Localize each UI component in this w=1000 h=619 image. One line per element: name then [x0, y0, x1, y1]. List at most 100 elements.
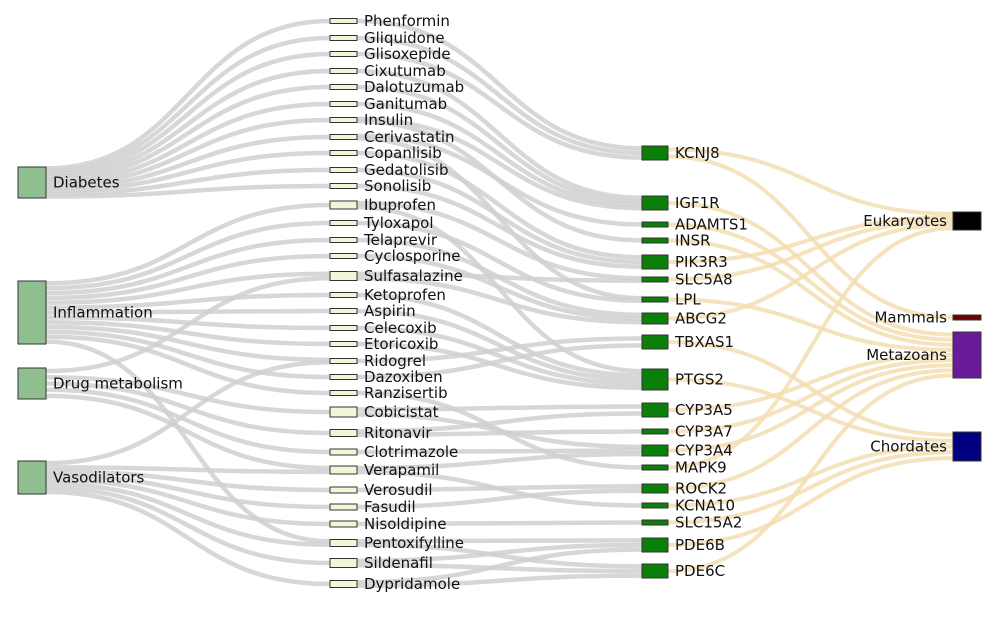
link-diabetes-insulin[interactable]: [45, 117, 331, 188]
link-cixutumab-igf1r[interactable]: [356, 68, 643, 200]
link-vasodilators-sildenafil[interactable]: [45, 485, 331, 566]
node-lpl[interactable]: LPL: [641, 291, 701, 309]
node-cyp3a7[interactable]: CYP3A7: [641, 423, 733, 441]
node-mammals[interactable]: Mammals: [874, 309, 982, 327]
node-nisoldipine[interactable]: Nisoldipine: [329, 515, 447, 533]
node-vasodilators[interactable]: Vasodilators: [17, 460, 145, 495]
link-gliquidone-kcnj8[interactable]: [356, 35, 643, 156]
link-abcg2-eukaryotes[interactable]: [667, 222, 954, 321]
node-tyloxapol[interactable]: Tyloxapol: [329, 214, 434, 232]
node-bar-pde6c[interactable]: [641, 563, 669, 579]
node-igf1r[interactable]: IGF1R: [641, 194, 720, 212]
link-slc5a8-eukaryotes[interactable]: [667, 219, 954, 282]
node-bar-copanlisib[interactable]: [329, 150, 358, 156]
link-diabetes-cerivastatin[interactable]: [45, 134, 331, 191]
node-ibuprofen[interactable]: Ibuprofen: [329, 196, 436, 214]
link-ibuprofen-slc5a8[interactable]: [356, 200, 643, 281]
link-drug-metabolism-ritonavir[interactable]: [45, 381, 331, 436]
node-celecoxib[interactable]: Celecoxib: [329, 319, 437, 337]
node-inflammation[interactable]: Inflammation: [17, 280, 153, 345]
link-verosudil-rock2[interactable]: [356, 484, 643, 493]
node-bar-pentoxifylline[interactable]: [329, 539, 358, 547]
link-inflammation-telaprevir[interactable]: [45, 237, 331, 296]
link-drug-metabolism-clotrimazole[interactable]: [45, 387, 331, 455]
node-bar-ketoprofen[interactable]: [329, 292, 358, 298]
link-ritonavir-cyp3a5[interactable]: [356, 411, 643, 434]
node-bar-fasudil[interactable]: [329, 503, 358, 511]
node-cyp3a4[interactable]: CYP3A4: [641, 442, 733, 460]
node-chordates[interactable]: Chordates: [870, 431, 982, 462]
node-adamts1[interactable]: ADAMTS1: [641, 216, 748, 234]
node-metazoans[interactable]: Metazoans: [866, 331, 982, 379]
node-bar-cixutumab[interactable]: [329, 68, 358, 74]
node-dazoxiben[interactable]: Dazoxiben: [329, 368, 443, 386]
node-bar-dalotuzumab[interactable]: [329, 84, 358, 90]
node-bar-lpl[interactable]: [641, 296, 669, 303]
node-bar-kcnj8[interactable]: [641, 145, 669, 161]
link-vasodilators-pentoxifylline[interactable]: [45, 481, 331, 547]
node-bar-aspirin[interactable]: [329, 308, 358, 314]
node-bar-phenformin[interactable]: [329, 18, 358, 24]
node-dypridamole[interactable]: Dypridamole: [329, 575, 460, 593]
node-kcnj8[interactable]: KCNJ8: [641, 144, 720, 162]
node-bar-metazoans[interactable]: [952, 331, 982, 379]
link-inflammation-ridogrel[interactable]: [45, 324, 331, 362]
node-bar-cyp3a4[interactable]: [641, 444, 669, 457]
node-bar-tyloxapol[interactable]: [329, 220, 358, 226]
link-nisoldipine-slc15a2[interactable]: [356, 520, 643, 527]
node-bar-slc15a2[interactable]: [641, 519, 669, 526]
node-dalotuzumab[interactable]: Dalotuzumab: [329, 78, 464, 96]
link-inflammation-ketoprofen[interactable]: [45, 292, 331, 310]
node-abcg2[interactable]: ABCG2: [641, 310, 727, 328]
link-inflammation-tyloxapol[interactable]: [45, 220, 331, 291]
link-dazoxiben-tbxas1[interactable]: [356, 343, 643, 380]
node-bar-insulin[interactable]: [329, 117, 358, 123]
node-bar-telaprevir[interactable]: [329, 237, 358, 243]
link-diabetes-sonolisib[interactable]: [45, 183, 331, 199]
node-bar-ganitumab[interactable]: [329, 101, 358, 107]
node-bar-sonolisib[interactable]: [329, 183, 358, 189]
node-fasudil[interactable]: Fasudil: [329, 498, 416, 516]
link-pik3r3-eukaryotes[interactable]: [667, 215, 954, 264]
node-bar-abcg2[interactable]: [641, 312, 669, 325]
node-bar-etoricoxib[interactable]: [329, 341, 358, 347]
link-inflammation-dazoxiben[interactable]: [45, 329, 331, 380]
link-ritonavir-cyp3a7[interactable]: [356, 429, 643, 437]
link-igf1r-metazoans[interactable]: [667, 201, 954, 337]
node-kcna10[interactable]: KCNA10: [641, 497, 735, 515]
node-cixutumab[interactable]: Cixutumab: [329, 62, 446, 80]
node-pde6b[interactable]: PDE6B: [641, 536, 725, 554]
link-pentoxifylline-pde6b[interactable]: [356, 538, 643, 544]
link-inflammation-aspirin[interactable]: [45, 308, 331, 315]
link-vasodilators-verapamil[interactable]: [45, 464, 331, 475]
node-cobicistat[interactable]: Cobicistat: [329, 403, 439, 421]
node-pik3r3[interactable]: PIK3R3: [641, 253, 728, 271]
node-ritonavir[interactable]: Ritonavir: [329, 424, 432, 442]
node-bar-cyp3a5[interactable]: [641, 402, 669, 418]
node-tbxas1[interactable]: TBXAS1: [641, 333, 734, 351]
link-inflammation-ibuprofen[interactable]: [45, 202, 331, 286]
link-sulfasalazine-slc5a8[interactable]: [356, 271, 643, 283]
node-aspirin[interactable]: Aspirin: [329, 302, 416, 320]
node-cyclosporine[interactable]: Cyclosporine: [329, 247, 461, 265]
node-bar-sildenafil[interactable]: [329, 558, 358, 568]
node-ketoprofen[interactable]: Ketoprofen: [329, 286, 446, 304]
link-cyp3a4-metazoans[interactable]: [667, 363, 954, 453]
link-fasudil-rock2[interactable]: [356, 488, 643, 510]
node-bar-ritonavir[interactable]: [329, 429, 358, 437]
node-bar-nisoldipine[interactable]: [329, 520, 358, 528]
link-vasodilators-nisoldipine[interactable]: [45, 477, 331, 527]
node-bar-gliquidone[interactable]: [329, 35, 358, 41]
node-diabetes[interactable]: Diabetes: [17, 166, 120, 199]
node-bar-drug-metabolism[interactable]: [17, 367, 47, 400]
link-ganitumab-igf1r[interactable]: [356, 101, 643, 207]
link-dypridamole-pde6c[interactable]: [356, 573, 643, 588]
node-bar-sulfasalazine[interactable]: [329, 271, 358, 281]
node-bar-chordates[interactable]: [952, 431, 982, 462]
node-ptgs2[interactable]: PTGS2: [641, 368, 724, 391]
node-bar-dypridamole[interactable]: [329, 580, 358, 588]
node-copanlisib[interactable]: Copanlisib: [329, 144, 442, 162]
link-pde6c-metazoans[interactable]: [667, 373, 954, 573]
link-etoricoxib-ptgs2[interactable]: [356, 341, 643, 391]
link-diabetes-ganitumab[interactable]: [45, 101, 331, 185]
